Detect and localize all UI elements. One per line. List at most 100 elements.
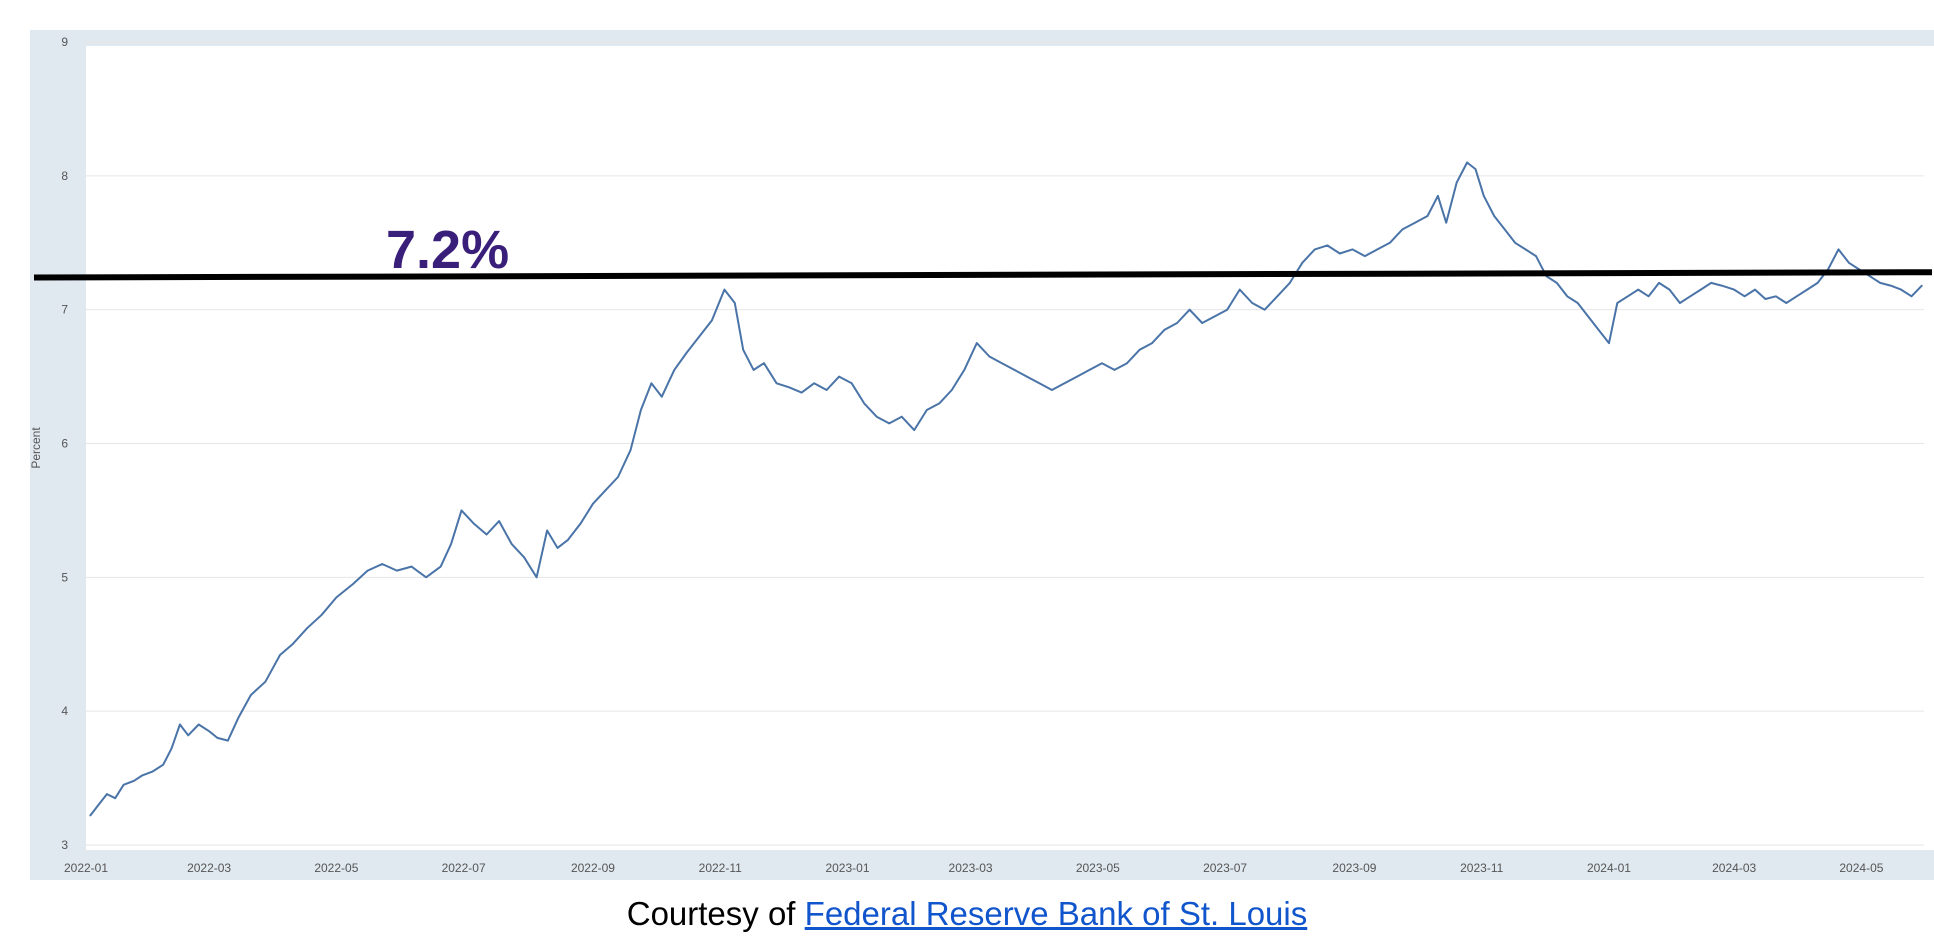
x-tick-label: 2023-05 bbox=[1076, 861, 1120, 875]
data-point bbox=[1389, 242, 1391, 244]
data-point bbox=[510, 543, 513, 545]
x-tick-label: 2024-03 bbox=[1712, 861, 1756, 875]
data-point bbox=[1063, 382, 1066, 385]
data-point bbox=[1213, 315, 1216, 318]
data-point bbox=[1113, 369, 1116, 371]
data-point bbox=[1503, 228, 1506, 231]
data-point bbox=[208, 730, 210, 732]
y-tick-label: 6 bbox=[61, 437, 68, 451]
x-tick-label: 2022-01 bbox=[64, 861, 108, 875]
data-point bbox=[1051, 389, 1053, 391]
data-point bbox=[320, 614, 323, 616]
data-point bbox=[1921, 284, 1923, 287]
data-point bbox=[1263, 308, 1266, 311]
data-point bbox=[1524, 248, 1527, 251]
data-point bbox=[1556, 282, 1558, 284]
data-point bbox=[913, 429, 915, 431]
data-point bbox=[425, 576, 427, 579]
data-point bbox=[473, 523, 475, 525]
plot-area bbox=[86, 46, 1934, 850]
data-point bbox=[152, 770, 154, 773]
data-point bbox=[162, 763, 164, 766]
data-point bbox=[763, 362, 765, 365]
data-point bbox=[813, 382, 815, 385]
data-point bbox=[216, 737, 219, 739]
data-point bbox=[1314, 248, 1316, 251]
data-point bbox=[742, 349, 744, 351]
data-point bbox=[1238, 288, 1241, 291]
data-point bbox=[926, 409, 928, 411]
data-point bbox=[366, 569, 369, 572]
data-point bbox=[237, 717, 240, 719]
data-point bbox=[1879, 282, 1881, 284]
data-point bbox=[1743, 295, 1746, 298]
y-axis-title: Percent bbox=[29, 427, 43, 469]
data-point bbox=[1576, 302, 1579, 304]
data-point bbox=[133, 780, 135, 782]
data-point bbox=[1700, 288, 1702, 291]
data-point bbox=[1088, 369, 1091, 371]
data-point bbox=[1076, 375, 1078, 378]
data-point bbox=[1647, 295, 1650, 298]
data-point bbox=[1710, 282, 1712, 284]
data-point bbox=[673, 369, 676, 371]
data-point bbox=[250, 694, 252, 696]
data-point bbox=[788, 386, 790, 389]
x-tick-label: 2022-07 bbox=[442, 861, 486, 875]
data-point bbox=[988, 355, 991, 358]
data-point bbox=[1376, 248, 1379, 251]
data-point bbox=[523, 556, 525, 559]
data-point bbox=[629, 449, 632, 452]
data-point bbox=[1038, 382, 1041, 385]
data-point bbox=[460, 509, 463, 512]
data-point bbox=[1869, 275, 1871, 278]
data-point bbox=[1201, 322, 1203, 324]
data-point bbox=[963, 369, 966, 371]
data-point bbox=[1535, 255, 1537, 257]
x-tick-label: 2023-07 bbox=[1203, 861, 1247, 875]
data-point bbox=[592, 502, 594, 505]
data-point bbox=[170, 747, 173, 750]
credit-line: Courtesy of Federal Reserve Bank of St. … bbox=[0, 895, 1934, 933]
y-tick-label: 7 bbox=[61, 303, 68, 317]
data-point bbox=[106, 793, 108, 795]
data-point bbox=[1514, 242, 1516, 244]
data-point bbox=[1775, 295, 1777, 298]
data-point bbox=[1816, 282, 1819, 284]
y-tick-label: 4 bbox=[61, 704, 68, 718]
data-point bbox=[1401, 228, 1404, 231]
data-point bbox=[1848, 262, 1850, 264]
data-point bbox=[1910, 295, 1913, 298]
data-point bbox=[122, 784, 125, 786]
data-point bbox=[1637, 288, 1639, 291]
data-point bbox=[1483, 195, 1485, 197]
data-point bbox=[604, 489, 607, 492]
data-point bbox=[264, 680, 267, 683]
data-point bbox=[1326, 244, 1329, 247]
data-point bbox=[1493, 215, 1495, 217]
data-point bbox=[567, 539, 569, 541]
data-point bbox=[1339, 252, 1341, 255]
data-point bbox=[291, 643, 294, 646]
data-point bbox=[661, 395, 663, 398]
x-tick-label: 2022-09 bbox=[571, 861, 615, 875]
data-point bbox=[535, 576, 538, 579]
data-point bbox=[1455, 181, 1458, 184]
x-tick-label: 2023-11 bbox=[1460, 861, 1503, 875]
credit-source-link[interactable]: Federal Reserve Bank of St. Louis bbox=[804, 895, 1308, 932]
data-point bbox=[1276, 295, 1279, 298]
data-point bbox=[825, 389, 828, 391]
data-point bbox=[1795, 295, 1798, 298]
data-point bbox=[396, 569, 398, 572]
data-point bbox=[1566, 295, 1568, 298]
data-point bbox=[775, 382, 778, 385]
data-point bbox=[1616, 302, 1619, 304]
data-point bbox=[951, 389, 953, 391]
data-point bbox=[1126, 362, 1128, 365]
data-point bbox=[976, 342, 978, 344]
data-point bbox=[114, 797, 116, 799]
data-point bbox=[197, 723, 200, 726]
data-point bbox=[450, 543, 452, 545]
data-point bbox=[1013, 369, 1016, 371]
